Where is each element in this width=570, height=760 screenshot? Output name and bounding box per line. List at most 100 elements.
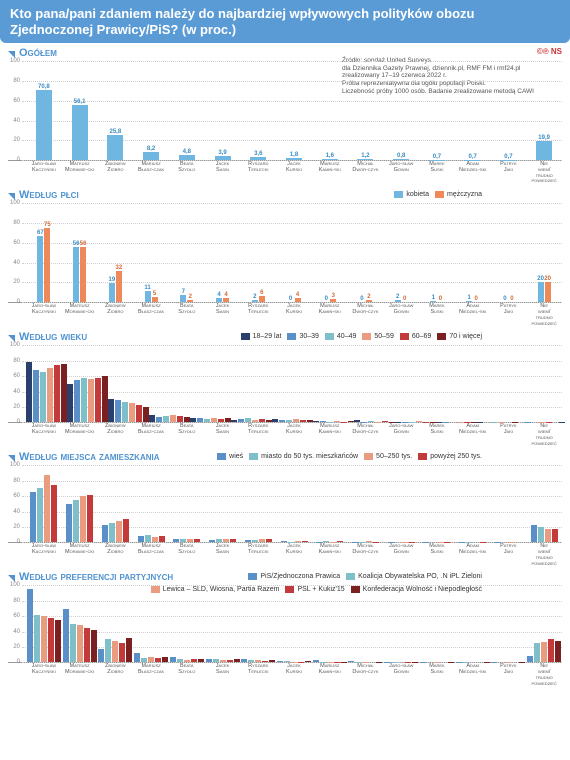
- chevron-down-icon: [8, 575, 15, 582]
- bar: [245, 418, 251, 422]
- x-label: Jaro-sławGowin: [383, 543, 419, 567]
- legend: 18–29 lat30–3940–4950–5960–6970 i więcej: [241, 333, 482, 340]
- bar-group: [276, 585, 312, 662]
- bar-value: 1,2: [361, 153, 369, 159]
- section-party: Według preferencji partyjnychPiS/Zjednoc…: [8, 571, 562, 687]
- bar-group: 56,1: [62, 61, 98, 160]
- bar: [77, 625, 83, 662]
- bar: [74, 380, 80, 422]
- x-label: BeataSzydło: [169, 161, 205, 185]
- bar: [216, 539, 222, 542]
- chevron-down-icon: [8, 193, 15, 200]
- bar: 4: [223, 298, 229, 302]
- bar: [190, 418, 196, 423]
- bar: [223, 539, 229, 542]
- bar: [538, 527, 544, 542]
- bar: [284, 661, 290, 663]
- bar: [420, 662, 426, 663]
- bar: [548, 639, 554, 662]
- bar-group: [526, 585, 562, 662]
- bar-value: 0: [510, 296, 513, 302]
- bar: [305, 661, 311, 663]
- bar: 1,6: [322, 159, 338, 161]
- y-tick: 60: [8, 98, 20, 104]
- bar: [156, 417, 162, 422]
- y-tick: 20: [8, 137, 20, 143]
- chart-residence: 020406080100: [8, 465, 562, 543]
- x-label: Jaro-sławKaczyński: [26, 303, 62, 327]
- bar-group: 72: [169, 203, 205, 302]
- x-label: RyszardTerlecki: [240, 161, 276, 185]
- bar-value: 0: [503, 296, 506, 302]
- x-label: Niewiem/trudnopowiedzieć: [526, 303, 562, 327]
- bar: [33, 370, 39, 422]
- bar: 1: [430, 301, 436, 302]
- bar: [88, 379, 94, 422]
- bar: 0,7: [465, 160, 481, 161]
- bar-group: [455, 585, 491, 662]
- y-tick: 80: [8, 598, 20, 604]
- bar: 70,8: [36, 90, 52, 160]
- bar: [259, 419, 265, 422]
- bar: [334, 421, 340, 423]
- bar: [505, 662, 511, 663]
- bar-group: [97, 585, 133, 662]
- bar: [341, 662, 347, 663]
- y-tick: 80: [8, 220, 20, 226]
- bar: [184, 660, 190, 662]
- bar: [105, 639, 111, 662]
- bar: [238, 419, 244, 422]
- bar-group: 8,2: [133, 61, 169, 160]
- bar: [436, 422, 442, 423]
- bar: 1,8: [286, 158, 302, 160]
- legend: kobietamężczyzna: [394, 191, 482, 198]
- bar: [255, 660, 261, 662]
- bar: [534, 643, 540, 662]
- x-label: Jaro-sławGowin: [383, 663, 419, 687]
- bar: [252, 420, 258, 422]
- x-label: JacekSasin: [205, 303, 241, 327]
- chart-party: 020406080100: [8, 585, 562, 663]
- x-label: ZbigniewZiobro: [97, 303, 133, 327]
- x-label: JacekKurski: [276, 543, 312, 567]
- bar-value: 7: [182, 289, 185, 295]
- bar-group: [149, 345, 190, 422]
- bar: [316, 542, 322, 543]
- x-label: JacekKurski: [276, 303, 312, 327]
- bar: 0,7: [500, 160, 516, 161]
- x-label: BeataSzydło: [169, 423, 205, 447]
- x-label: Jaro-sławGowin: [383, 303, 419, 327]
- x-label: Jaro-sławKaczyński: [26, 161, 62, 185]
- x-label: JacekSasin: [205, 663, 241, 687]
- bar: [279, 420, 285, 422]
- bar: 67: [37, 236, 43, 302]
- bar: 32: [116, 271, 122, 303]
- bar-value: 1: [432, 295, 435, 301]
- bar: [129, 403, 135, 422]
- bar: 2: [187, 300, 193, 302]
- bar: [55, 620, 61, 662]
- bar: 6: [259, 296, 265, 302]
- bar: [334, 662, 340, 663]
- legend-item: 50–59: [362, 333, 393, 340]
- bar: 56,1: [72, 105, 88, 161]
- y-tick: 80: [8, 478, 20, 484]
- bar: [259, 539, 265, 542]
- bar: [555, 641, 561, 663]
- bar: [448, 662, 454, 663]
- bar-value: 75: [44, 222, 51, 228]
- x-label: MichałDwor-czyk: [348, 303, 384, 327]
- bar: [416, 421, 422, 423]
- bar: [66, 504, 72, 543]
- bar-group: [26, 345, 67, 422]
- bar: [204, 419, 210, 422]
- section-age: Według wieku18–29 lat30–3940–4950–5960–6…: [8, 331, 562, 447]
- bar: [170, 657, 176, 662]
- bar: 5: [152, 297, 158, 302]
- bar: 2: [252, 300, 258, 302]
- bar: [313, 421, 319, 423]
- bar: [136, 405, 142, 422]
- x-label: AdamNiedziel-ski: [455, 423, 491, 447]
- y-tick: 100: [8, 582, 20, 588]
- bar-group: 0,7: [419, 61, 455, 160]
